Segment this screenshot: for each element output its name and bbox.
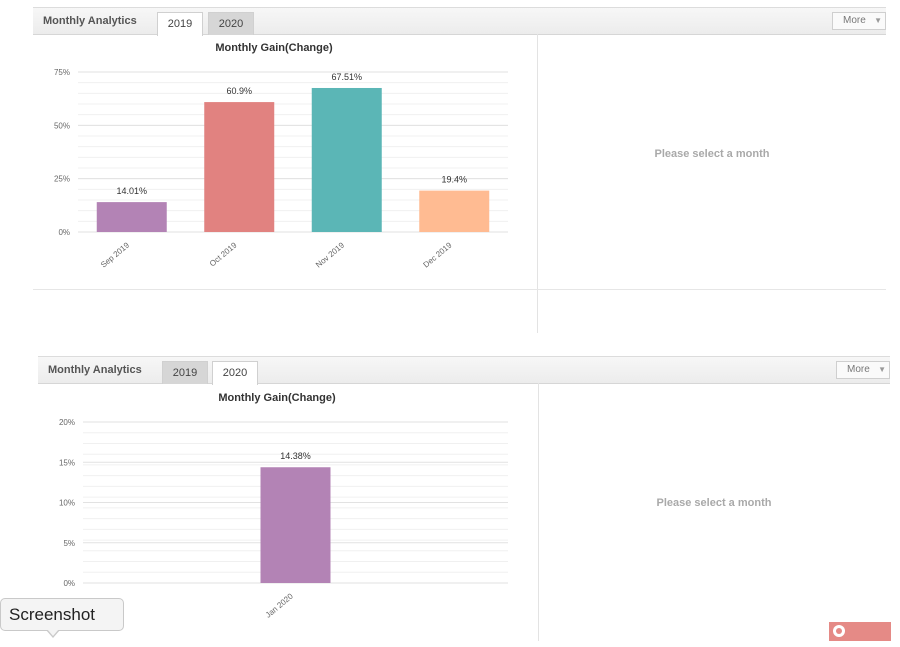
bar-dec-2019	[419, 190, 490, 232]
x-tick-label: Nov 2019	[314, 240, 346, 269]
x-tick-label: Dec 2019	[422, 240, 454, 269]
y-tick-label: 10%	[59, 499, 75, 508]
panel-divider	[537, 34, 538, 333]
analytics-panel-2019: Monthly Analytics 2019 2020 More ▼ Month…	[33, 7, 886, 333]
bug-report-button[interactable]	[829, 622, 891, 641]
data-label: 14.38%	[280, 451, 311, 461]
tab-2020[interactable]: 2020	[212, 361, 258, 385]
y-tick-label: 50%	[54, 121, 70, 130]
more-button[interactable]: More ▼	[836, 361, 890, 379]
bar-jan-2020	[260, 467, 331, 583]
data-label: 14.01%	[116, 186, 147, 196]
more-button[interactable]: More ▼	[832, 12, 886, 30]
x-tick-label: Sep 2019	[99, 240, 131, 269]
monthly-gain-chart-2019: Monthly Gain(Change) 0% 25% 50% 75% 14.01% Sep…	[54, 42, 508, 270]
analytics-panel-2020: Monthly Analytics 2019 2020 More ▼ Month…	[38, 356, 890, 641]
y-tick-label: 5%	[63, 539, 75, 548]
panel-title: Monthly Analytics	[43, 15, 137, 27]
chart-title: Monthly Gain(Change)	[218, 392, 336, 404]
tab-2019[interactable]: 2019	[157, 12, 203, 36]
tab-2019[interactable]: 2019	[162, 361, 208, 384]
bar-nov-2019	[311, 87, 382, 232]
bar-sep-2019	[96, 202, 167, 232]
data-label: 67.51%	[331, 72, 362, 82]
panel-divider	[538, 383, 539, 641]
y-tick-label: 20%	[59, 418, 75, 427]
data-label: 19.4%	[441, 175, 467, 185]
y-tick-label: 0%	[58, 228, 70, 237]
x-tick-label: Jan 2020	[264, 591, 295, 619]
panel-header: Monthly Analytics 2019 2020 More ▼	[33, 7, 886, 36]
x-tick-label: Oct 2019	[208, 240, 239, 268]
more-button-label: More	[843, 15, 866, 26]
data-label: 60.9%	[226, 86, 252, 96]
panel-title: Monthly Analytics	[48, 364, 142, 376]
chevron-down-icon: ▼	[874, 16, 882, 25]
chart-title: Monthly Gain(Change)	[215, 42, 333, 54]
y-tick-label: 0%	[63, 579, 75, 588]
tab-2020[interactable]: 2020	[208, 12, 254, 35]
screenshot-tooltip: Screenshot	[0, 598, 124, 631]
y-tick-label: 25%	[54, 175, 70, 184]
panel-bottom-rule	[33, 289, 886, 290]
empty-state-message: Please select a month	[654, 148, 770, 160]
panel-header: Monthly Analytics 2019 2020 More ▼	[38, 356, 890, 385]
y-tick-label: 15%	[59, 458, 75, 467]
monthly-gain-chart-2020: Monthly Gain(Change) 0% 5% 10% 15% 20% 14.38% J…	[59, 392, 508, 620]
bar-oct-2019	[204, 102, 275, 232]
chevron-down-icon: ▼	[878, 365, 886, 374]
y-tick-label: 75%	[54, 68, 70, 77]
more-button-label: More	[847, 364, 870, 375]
tooltip-arrow-inner	[47, 629, 59, 636]
empty-state-message: Please select a month	[656, 497, 772, 509]
bug-icon	[833, 625, 845, 637]
